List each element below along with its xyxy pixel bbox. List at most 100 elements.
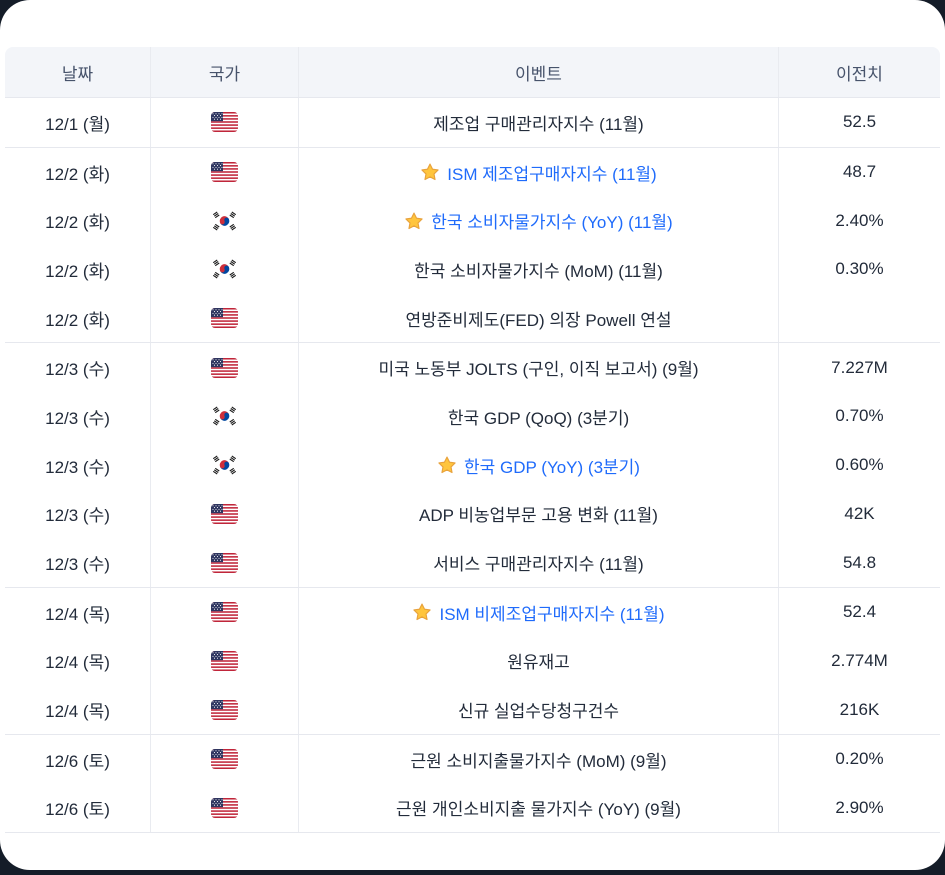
table-row: 12/6 (토) 근원 소비지출물가지수 (MoM) (9월) (5, 734, 940, 784)
flag-holder (211, 699, 238, 720)
flag-holder (211, 210, 238, 231)
row-date: 12/2 (화) (45, 213, 110, 233)
table-body: 12/1 (월) 제조업 구매관리자지수 (11월) (5, 98, 940, 834)
previous-value-cell: 7.227M (778, 343, 940, 393)
row-date: 12/4 (목) (45, 702, 110, 722)
date-cell: 12/1 (월) (5, 98, 150, 147)
row-previous: 42K (844, 503, 875, 523)
event-label: 근원 개인소비지출 물가지수 (YoY) (9월) (396, 800, 681, 820)
event-label: 신규 실업수당청구건수 (457, 702, 620, 722)
day-group: 12/1 (월) 제조업 구매관리자지수 (11월) (5, 98, 940, 148)
us-flag-icon (211, 308, 238, 329)
kr-flag-icon (211, 406, 238, 427)
row-previous: 2.40% (835, 210, 884, 230)
row-previous: 48.7 (842, 162, 877, 182)
date-cell: 12/6 (토) (5, 735, 150, 784)
country-cell (150, 245, 298, 294)
event-label[interactable]: ISM 비제조업구매자지수 (11월) (439, 604, 665, 624)
row-previous: 0.30% (835, 259, 884, 279)
us-flag-icon (211, 357, 238, 378)
table-row: 12/3 (수) (5, 392, 940, 441)
flag-holder (211, 797, 238, 818)
table-row: 12/6 (토) 근원 개인소비지출 물가지수 (YoY) (9월 (5, 783, 940, 833)
country-cell (150, 636, 298, 686)
country-cell (150, 440, 298, 490)
event-label[interactable]: 한국 소비자물가지수 (YoY) (11월) (431, 213, 673, 233)
us-flag-icon (211, 162, 238, 183)
event-cell: 한국 소비자물가지수 (YoY) (11월) (298, 196, 778, 246)
country-cell (150, 538, 298, 587)
row-date: 12/3 (수) (45, 506, 110, 526)
event-cell: 한국 GDP (YoY) (3분기) (298, 440, 778, 490)
column-header-date: 날짜 (61, 64, 94, 84)
event-label: 한국 GDP (QoQ) (3분기) (447, 408, 630, 428)
event-label[interactable]: ISM 제조업구매자지수 (11월) (447, 164, 657, 184)
row-previous: 7.227M (831, 357, 888, 377)
previous-value-cell: 0.30% (778, 245, 940, 294)
country-cell (150, 783, 298, 833)
event-label: 제조업 구매관리자지수 (11월) (433, 114, 644, 134)
column-header-previous: 이전치 (778, 47, 940, 97)
row-previous: 54.8 (842, 552, 877, 572)
us-flag-icon (211, 552, 238, 573)
kr-flag-icon (211, 259, 238, 280)
table-row: 12/2 (화) ISM 제조업구 (5, 147, 940, 197)
table-row: 12/2 (화) 연방준비제도(FED) 의장 Powell 연설 (5, 293, 940, 343)
event-label: 연방준비제도(FED) 의장 Powell 연설 (405, 310, 672, 330)
date-cell: 12/2 (화) (5, 294, 150, 343)
star-icon (421, 163, 439, 181)
country-cell (150, 685, 298, 734)
event-cell: ISM 제조업구매자지수 (11월) (298, 147, 778, 197)
previous-value-cell: 2.90% (778, 783, 940, 833)
flag-holder (211, 749, 238, 770)
row-date: 12/2 (화) (45, 261, 110, 281)
flag-holder (211, 650, 238, 671)
day-group: 12/6 (토) 근원 소비지출물가지수 (MoM) (9월) (5, 734, 940, 834)
event-cell: 한국 소비자물가지수 (MoM) (11월) (298, 245, 778, 294)
flag-holder (211, 162, 238, 183)
event-cell: ISM 비제조업구매자지수 (11월) (298, 587, 778, 637)
event-label: 원유재고 (507, 653, 570, 673)
event-cell: ADP 비농업부문 고용 변화 (11월) (298, 489, 778, 539)
date-cell: 12/4 (목) (5, 685, 150, 734)
event-label: 근원 소비지출물가지수 (MoM) (9월) (410, 751, 667, 771)
row-date: 12/6 (토) (45, 800, 110, 820)
flag-holder (211, 602, 238, 623)
row-previous: 2.90% (835, 797, 884, 817)
flag-holder (211, 455, 238, 476)
us-flag-icon (211, 749, 238, 770)
table-header-row: 날짜 국가 이벤트 이전치 (5, 47, 940, 98)
row-date: 12/1 (월) (45, 114, 110, 134)
event-label: 한국 소비자물가지수 (MoM) (11월) (414, 261, 663, 281)
event-cell: 신규 실업수당청구건수 (298, 685, 778, 734)
previous-value-cell: 42K (778, 489, 940, 539)
row-date: 12/3 (수) (45, 360, 110, 380)
event-cell: 원유재고 (298, 636, 778, 686)
table-row: 12/3 (수) 서비스 구매관리자지수 (11월) (5, 538, 940, 587)
event-label[interactable]: 한국 GDP (YoY) (3분기) (464, 457, 640, 477)
table-row: 12/4 (목) 원유재고 2.7 (5, 636, 940, 686)
event-cell: 미국 노동부 JOLTS (구인, 이직 보고서) (9월) (298, 343, 778, 393)
row-date: 12/2 (화) (45, 164, 110, 184)
table-row: 12/2 (화) (5, 245, 940, 294)
country-cell (150, 98, 298, 147)
flag-holder (211, 112, 238, 133)
country-cell (150, 343, 298, 393)
previous-value-cell: 0.70% (778, 392, 940, 441)
country-cell (150, 587, 298, 637)
country-cell (150, 734, 298, 784)
row-date: 12/4 (목) (45, 653, 110, 673)
country-cell (150, 293, 298, 343)
previous-value-cell (778, 293, 940, 343)
date-cell: 12/4 (목) (5, 588, 150, 637)
star-icon (413, 603, 432, 621)
event-cell: 서비스 구매관리자지수 (11월) (298, 538, 778, 587)
date-cell: 12/3 (수) (5, 538, 150, 587)
event-cell: 근원 개인소비지출 물가지수 (YoY) (9월) (298, 783, 778, 833)
day-group: 12/2 (화) ISM 제조업구 (5, 147, 940, 344)
flag-holder (211, 406, 238, 427)
us-flag-icon (211, 112, 238, 133)
date-cell: 12/2 (화) (5, 245, 150, 294)
row-previous: 2.774M (831, 650, 888, 670)
flag-holder (211, 503, 238, 524)
